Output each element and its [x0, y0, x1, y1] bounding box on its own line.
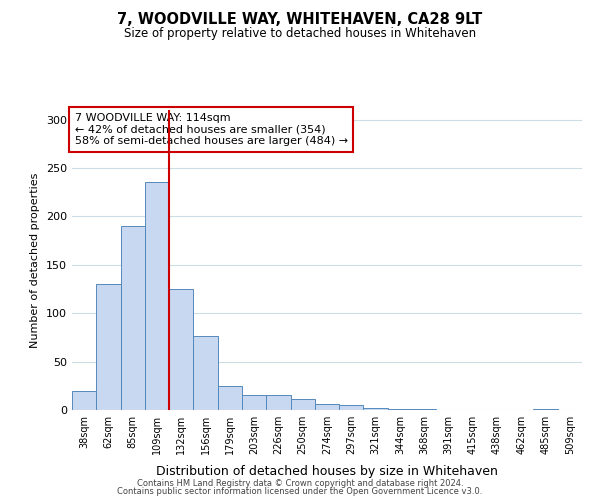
Bar [96, 284, 121, 410]
Bar [533, 409, 558, 410]
Bar [339, 405, 364, 410]
Bar [121, 226, 145, 410]
X-axis label: Distribution of detached houses by size in Whitehaven: Distribution of detached houses by size … [156, 466, 498, 478]
Bar [242, 394, 266, 410]
Text: 7, WOODVILLE WAY, WHITEHAVEN, CA28 9LT: 7, WOODVILLE WAY, WHITEHAVEN, CA28 9LT [118, 12, 482, 28]
Text: Contains HM Land Registry data © Crown copyright and database right 2024.: Contains HM Land Registry data © Crown c… [137, 478, 463, 488]
Bar [388, 409, 412, 410]
Bar [169, 289, 193, 410]
Y-axis label: Number of detached properties: Number of detached properties [31, 172, 40, 348]
Bar [145, 182, 169, 410]
Bar [72, 390, 96, 410]
Text: Contains public sector information licensed under the Open Government Licence v3: Contains public sector information licen… [118, 487, 482, 496]
Bar [364, 408, 388, 410]
Bar [290, 400, 315, 410]
Text: 7 WOODVILLE WAY: 114sqm
← 42% of detached houses are smaller (354)
58% of semi-d: 7 WOODVILLE WAY: 114sqm ← 42% of detache… [74, 113, 347, 146]
Text: Size of property relative to detached houses in Whitehaven: Size of property relative to detached ho… [124, 28, 476, 40]
Bar [412, 409, 436, 410]
Bar [218, 386, 242, 410]
Bar [193, 336, 218, 410]
Bar [266, 394, 290, 410]
Bar [315, 404, 339, 410]
